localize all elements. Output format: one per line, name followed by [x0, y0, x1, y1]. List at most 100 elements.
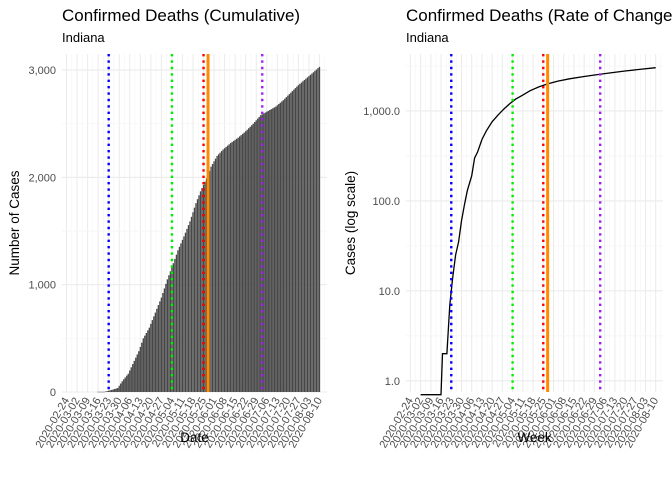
chart-1-bar — [242, 133, 244, 392]
chart-1-bar — [196, 199, 199, 392]
chart-1-bar — [276, 105, 278, 392]
chart-1-bar — [208, 170, 211, 392]
chart-1-bar — [132, 364, 134, 392]
chart-1-bar — [162, 292, 164, 392]
chart-1-bar — [308, 76, 310, 392]
chart-1-bar — [204, 181, 206, 392]
chart-1-bar — [234, 139, 236, 392]
chart-1-bar — [260, 115, 262, 393]
chart-1-bar — [240, 135, 242, 392]
chart-1-bar — [225, 146, 227, 392]
chart-1-bar — [314, 70, 316, 393]
chart-2-subtitle: Indiana — [406, 30, 449, 45]
chart-1-bar — [249, 126, 251, 392]
chart-1-bar — [168, 275, 170, 392]
chart-1-bar — [192, 212, 194, 392]
chart-1-bar — [216, 155, 218, 392]
chart-1-bar — [145, 332, 147, 392]
chart-1-bar — [294, 88, 297, 393]
chart-1-bar — [258, 116, 260, 393]
chart-1-bar — [126, 375, 128, 392]
chart-1-bar — [123, 379, 125, 392]
chart-1-bar — [303, 79, 306, 393]
chart-1-bar — [172, 263, 175, 392]
chart-1-bar — [248, 128, 250, 393]
chart-1-bar — [202, 184, 205, 392]
chart-1-bar — [291, 91, 294, 393]
chart-1-y-axis-title: Number of Cases — [7, 170, 22, 275]
chart-1-bar — [252, 123, 254, 392]
chart-1-bar — [130, 367, 132, 392]
chart-1-bar — [246, 129, 248, 392]
chart-1-bar — [142, 338, 144, 392]
chart-1-bar — [300, 82, 303, 392]
chart-1-y-tick-label: 0 — [50, 387, 56, 399]
chart-1-bar — [222, 149, 224, 392]
chart-1-bar — [101, 391, 104, 393]
chart-1-bar — [213, 161, 215, 392]
chart-1-bar — [297, 85, 300, 392]
chart-1-bar — [210, 166, 212, 392]
chart-2-series-line — [420, 67, 656, 396]
chart-1-bar — [107, 390, 110, 392]
chart-1-bar — [254, 122, 256, 392]
chart-1-bar — [302, 81, 304, 392]
chart-1-bar — [251, 125, 253, 392]
chart-1-bar — [278, 104, 280, 393]
chart-1-bar — [159, 301, 161, 392]
chart-1-bar — [163, 288, 166, 392]
chart-1-bar — [98, 391, 101, 393]
chart-1-y-tick-label: 3,000 — [28, 65, 56, 77]
chart-1-bar — [219, 152, 221, 392]
chart-1-bar — [255, 120, 257, 392]
chart-2-panel: 1.010.0100.01,000.02020-02-242020-03-022… — [343, 54, 663, 450]
chart-1-bar — [245, 131, 247, 392]
chart-1-bar — [160, 297, 163, 392]
chart-1-bar — [136, 354, 138, 392]
chart-1-bar — [263, 113, 265, 393]
chart-1-bar — [133, 360, 135, 392]
chart-1-bar — [184, 232, 187, 392]
chart-1-bar — [187, 225, 190, 392]
chart-1-bar — [97, 391, 99, 393]
chart-1-bar — [198, 195, 200, 392]
chart-1-bar — [148, 327, 151, 392]
chart-1-bar — [306, 77, 309, 392]
chart-1-bar — [127, 373, 129, 392]
chart-1-bar — [114, 388, 116, 392]
chart-1-title: Confirmed Deaths (Cumulative) — [62, 6, 301, 25]
chart-1-bar — [193, 207, 196, 392]
chart-1-bar — [153, 316, 155, 392]
chart-1-bar — [281, 101, 283, 392]
chart-1-bar — [121, 381, 123, 392]
chart-1-bar — [279, 102, 282, 393]
chart-1-bar — [174, 258, 176, 392]
chart-1-y-tick-label: 2,000 — [28, 172, 56, 184]
chart-1-bar — [190, 216, 193, 392]
chart-1-bar — [288, 94, 291, 392]
chart-1-bar — [120, 383, 122, 392]
chart-1-x-axis-title: Date — [180, 430, 209, 445]
chart-1-bar — [220, 151, 223, 392]
chart-1-bar — [312, 72, 315, 392]
chart-1-bar — [229, 143, 232, 392]
chart-1-bar — [165, 283, 167, 392]
chart-1-bar — [214, 158, 217, 392]
chart-1-bar — [178, 246, 181, 392]
chart-1-panel: 01,0002,0003,0002020-02-242020-03-022020… — [7, 54, 327, 450]
chart-1-bar — [118, 385, 120, 392]
chart-1-bar — [226, 145, 229, 392]
chart-1-bar — [117, 388, 119, 392]
chart-1-bar — [103, 391, 105, 393]
chart-2-title: Confirmed Deaths (Rate of Change) — [406, 6, 672, 25]
chart-1-bar — [264, 112, 266, 392]
chart-1-bar — [311, 73, 313, 392]
chart-2-y-tick-label: 1,000.0 — [363, 106, 400, 118]
chart-1-bar — [299, 83, 301, 393]
chart-1-bar — [267, 110, 269, 392]
chart-1-bar — [183, 236, 185, 392]
chart-1-bar — [290, 92, 292, 392]
chart-1-bar — [169, 271, 172, 392]
chart-1-bar — [147, 330, 149, 392]
